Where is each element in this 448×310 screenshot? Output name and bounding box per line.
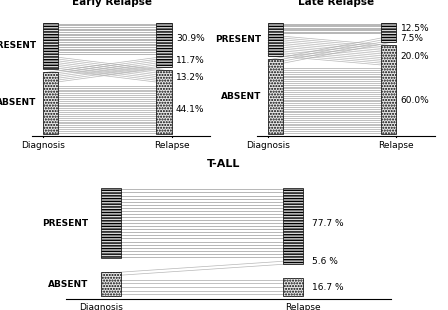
Text: Diagnosis: Diagnosis	[21, 140, 65, 149]
Text: 13.2%: 13.2%	[176, 73, 204, 82]
Text: 7.5%: 7.5%	[401, 34, 424, 43]
Bar	[268, 59, 283, 134]
Text: Relapse: Relapse	[379, 140, 414, 149]
Bar	[101, 272, 121, 296]
Text: 44.1%: 44.1%	[176, 105, 204, 114]
Text: 11.7%: 11.7%	[176, 56, 205, 65]
Text: PRESENT: PRESENT	[215, 35, 262, 44]
Text: Diagnosis: Diagnosis	[246, 140, 290, 149]
Bar	[156, 23, 172, 68]
Bar	[43, 72, 58, 134]
Bar	[101, 188, 121, 259]
Bar	[43, 23, 58, 69]
Bar	[381, 45, 396, 134]
Text: Relapse: Relapse	[285, 303, 321, 310]
Bar	[156, 70, 172, 134]
Text: PRESENT: PRESENT	[42, 219, 88, 228]
Bar	[283, 188, 303, 264]
Text: ABSENT: ABSENT	[0, 98, 37, 107]
Text: 16.7 %: 16.7 %	[312, 282, 344, 291]
Text: ABSENT: ABSENT	[47, 280, 88, 289]
Text: Diagnosis: Diagnosis	[79, 303, 123, 310]
Text: 30.9%: 30.9%	[176, 34, 205, 43]
Bar	[381, 23, 396, 42]
Bar	[283, 278, 303, 296]
Title: T-ALL: T-ALL	[207, 159, 241, 170]
Text: 20.0%: 20.0%	[401, 51, 429, 60]
Text: Relapse: Relapse	[154, 140, 190, 149]
Title: Late Relapse: Late Relapse	[298, 0, 375, 7]
Bar	[268, 23, 283, 56]
Text: 12.5%: 12.5%	[401, 24, 429, 33]
Text: 5.6 %: 5.6 %	[312, 257, 338, 266]
Text: PRESENT: PRESENT	[0, 42, 37, 51]
Title: Early Relapse: Early Relapse	[72, 0, 151, 7]
Text: 77.7 %: 77.7 %	[312, 219, 344, 228]
Text: 60.0%: 60.0%	[401, 96, 430, 105]
Text: ABSENT: ABSENT	[221, 92, 262, 101]
